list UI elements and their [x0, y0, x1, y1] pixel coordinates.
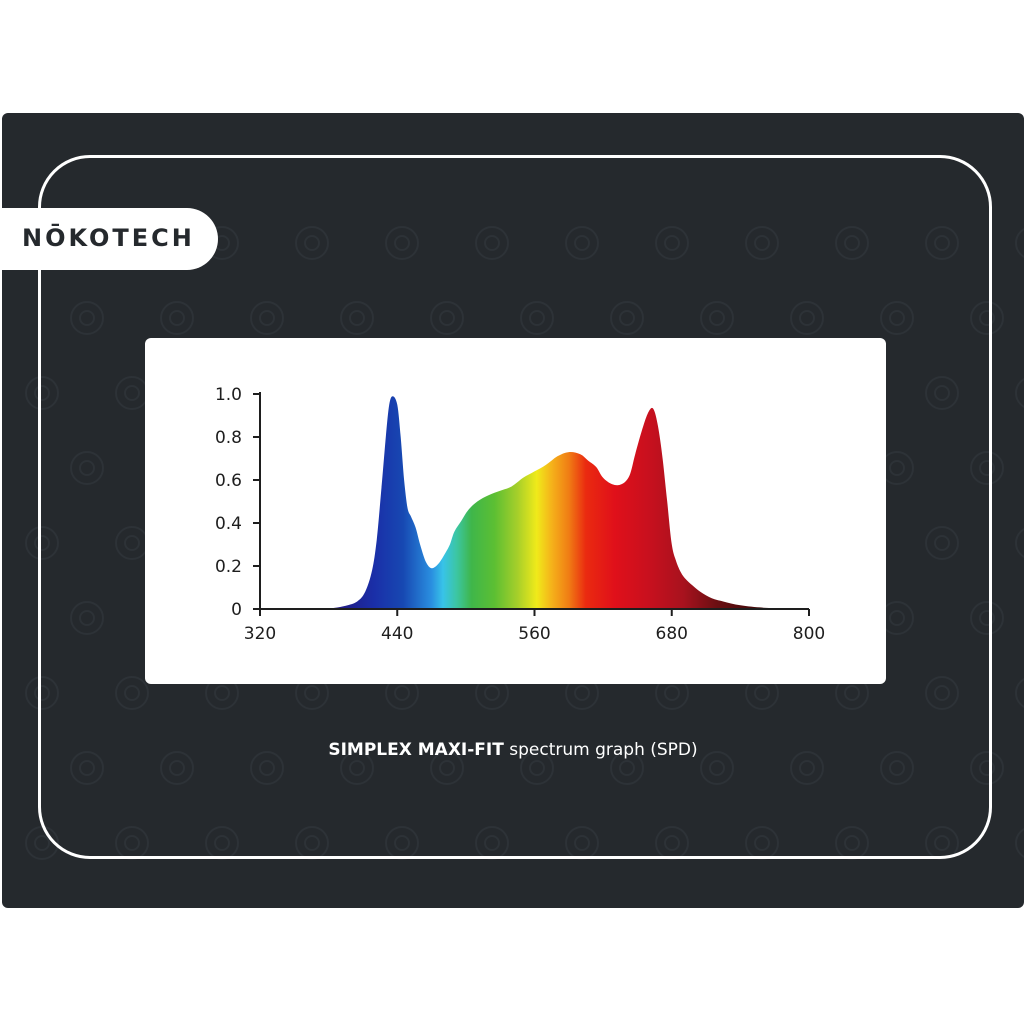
x-tick-label: 560	[518, 624, 550, 644]
y-tick-label: 0.4	[215, 514, 242, 534]
caption-product-name: SIMPLEX MAXI-FIT	[328, 740, 504, 760]
x-tick-label: 320	[244, 624, 276, 644]
y-tick-label: 0	[231, 600, 242, 620]
pattern-ring	[1015, 528, 1024, 558]
spectrum-card: NŌKOTECH 0 0.2 0.4 0.6 0.8 1.0 320 440 560 680 800…	[2, 113, 1024, 908]
pattern-ring	[1015, 228, 1024, 258]
pattern-ring	[1015, 828, 1024, 858]
x-tick-label: 800	[793, 624, 825, 644]
pattern-ring	[1015, 678, 1024, 708]
pattern-ring-inner	[34, 835, 50, 851]
spectrum-area-series-0	[322, 396, 809, 609]
pattern-ring	[1015, 378, 1024, 408]
chart-caption: SIMPLEX MAXI-FIT spectrum graph (SPD)	[2, 740, 1024, 760]
logo-badge: NŌKOTECH	[2, 208, 218, 270]
y-tick-label: 1.0	[215, 385, 242, 405]
caption-description: spectrum graph (SPD)	[503, 740, 698, 760]
x-tick-label: 680	[656, 624, 688, 644]
y-tick-label: 0.8	[215, 428, 242, 448]
y-tick-label: 0.2	[215, 557, 242, 577]
y-tick-label: 0.6	[215, 471, 242, 491]
rounded-frame	[38, 155, 992, 859]
x-tick-label: 440	[381, 624, 413, 644]
spectrum-chart: 0 0.2 0.4 0.6 0.8 1.0 320 440 560 680 800	[215, 385, 825, 644]
brand-logo: NŌKOTECH	[22, 224, 195, 252]
chart-panel: 0 0.2 0.4 0.6 0.8 1.0 320 440 560 680 800	[145, 338, 886, 684]
